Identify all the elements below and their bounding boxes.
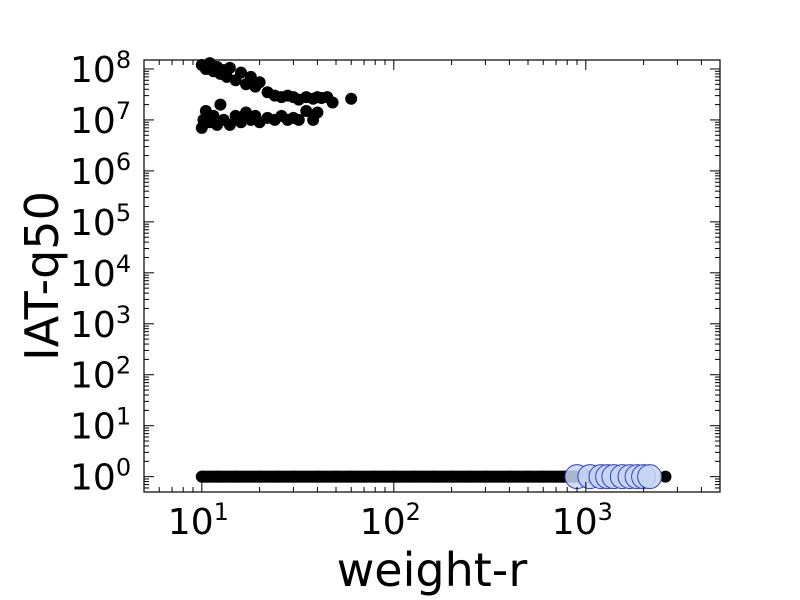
plot-area <box>195 57 672 490</box>
data-point <box>330 470 342 483</box>
data-point <box>522 470 534 483</box>
y-axis-title: IAT-q50 <box>15 191 69 361</box>
axes <box>143 59 721 493</box>
data-point <box>234 66 247 79</box>
data-point <box>253 470 266 483</box>
data-point <box>479 470 492 483</box>
data-point <box>503 470 516 483</box>
data-point <box>272 470 285 483</box>
y-tick-label: 108 <box>70 46 131 91</box>
y-tick-label: 104 <box>70 250 131 295</box>
data-point <box>311 470 324 483</box>
data-point <box>345 92 358 105</box>
data-point <box>211 470 223 483</box>
y-tick-label: 103 <box>70 301 131 346</box>
x-tick-label: 101 <box>168 498 229 543</box>
data-point <box>464 470 477 483</box>
ticks: 101 102 103 100 101 102 103 104 105 106 107 108 <box>70 46 721 543</box>
y-tick-label: 102 <box>70 352 131 397</box>
data-point <box>409 470 422 483</box>
data-point <box>229 470 242 483</box>
data-point <box>300 104 313 117</box>
data-point <box>369 470 382 483</box>
x-tick-label: 102 <box>360 498 421 543</box>
data-point <box>659 470 672 483</box>
data-point <box>387 470 400 483</box>
data-point <box>445 470 458 483</box>
data-point <box>326 96 339 109</box>
y-tick-label: 101 <box>70 403 131 448</box>
data-point <box>345 470 358 483</box>
data-point <box>311 106 324 119</box>
data-point <box>195 470 208 483</box>
y-tick-label: 100 <box>70 454 131 499</box>
data-point <box>287 470 300 483</box>
x-tick-label: 103 <box>552 498 613 543</box>
data-point <box>223 118 236 131</box>
data-point <box>223 61 236 74</box>
data-point <box>292 113 305 126</box>
y-tick-label: 106 <box>70 148 131 193</box>
y-tick-label: 107 <box>70 97 131 142</box>
plot-frame <box>143 59 721 493</box>
data-point <box>537 470 550 483</box>
data-point <box>214 98 227 111</box>
x-axis-title: weight-r <box>337 543 528 597</box>
y-tick-label: 105 <box>70 199 131 244</box>
data-point <box>426 470 439 483</box>
highlight-point <box>637 464 663 490</box>
data-point <box>234 116 247 129</box>
data-point <box>244 70 257 83</box>
data-point <box>253 76 266 89</box>
